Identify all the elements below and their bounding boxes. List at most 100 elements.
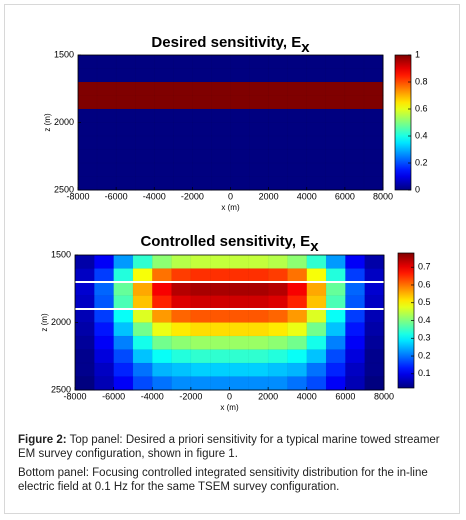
heatmap-cell [248, 268, 269, 283]
heatmap-cell [115, 108, 136, 124]
heatmap-cell [113, 268, 134, 283]
heatmap-cell [173, 149, 193, 164]
caption-bottom: Bottom panel: Focusing controlled integr… [18, 467, 428, 493]
heatmap-cell [268, 162, 289, 178]
heatmap-cell [306, 349, 327, 364]
heatmap-cell [287, 335, 308, 351]
heatmap-cell [134, 176, 155, 191]
heatmap-cell [306, 281, 327, 297]
heatmap-cell [173, 81, 193, 97]
heatmap-cell [267, 295, 289, 310]
heatmap-cell [96, 95, 117, 110]
x-tick-label: -8000 [66, 191, 89, 201]
heatmap-cell [211, 176, 232, 191]
heatmap-cell [96, 54, 117, 70]
heatmap-cell [287, 54, 308, 70]
heatmap-cell [325, 162, 346, 178]
heatmap-cell [96, 149, 117, 164]
x-tick-label: 4000 [297, 391, 317, 401]
heatmap-cell [325, 322, 346, 337]
y-tick-label: 2500 [54, 184, 74, 194]
heatmap-cell [192, 68, 213, 83]
heatmap-cell [152, 308, 173, 324]
heatmap-cell [230, 68, 251, 83]
colorbar-tick-label: 0.6 [415, 103, 428, 113]
heatmap-cell [364, 254, 385, 270]
heatmap-cell [154, 176, 174, 191]
heatmap-cell [306, 95, 327, 110]
heatmap-cell [96, 135, 117, 151]
heatmap-cell [171, 281, 192, 297]
heatmap-cell [230, 122, 251, 137]
heatmap-cell [113, 335, 134, 351]
heatmap-cell [211, 54, 232, 70]
heatmap-cell [287, 135, 308, 151]
heatmap-cell [134, 135, 155, 151]
heatmap-cell [363, 162, 384, 178]
heatmap-cell [134, 149, 155, 164]
colorbar-tick-label: 0 [415, 184, 420, 194]
colorbar-tick-label: 0.4 [418, 315, 431, 325]
x-tick-label: -8000 [63, 391, 86, 401]
heatmap-cell [154, 95, 174, 110]
heatmap-cell [134, 95, 155, 110]
heatmap-cell [192, 122, 213, 137]
heatmap-cell [74, 349, 95, 364]
heatmap-cell [171, 308, 192, 324]
heatmap-cell [113, 349, 134, 364]
heatmap-cell [287, 95, 308, 110]
heatmap-cell [229, 322, 250, 337]
heatmap-cell [152, 335, 173, 351]
heatmap-cell [113, 281, 134, 297]
heatmap-cell [94, 362, 115, 378]
heatmap-cell [364, 308, 385, 324]
heatmap-cell [209, 254, 231, 270]
heatmap-cell [192, 149, 213, 164]
heatmap-cell [230, 81, 251, 97]
caption-label: Figure 2: [18, 434, 67, 446]
heatmap-cell [306, 162, 327, 178]
heatmap-cell [173, 54, 193, 70]
heatmap-cell [363, 176, 384, 191]
colorbar-tick-label: 0.4 [415, 130, 428, 140]
x-tick-label: -6000 [102, 391, 125, 401]
heatmap-cell [344, 108, 365, 124]
heatmap-cell [77, 108, 98, 124]
heatmap-cell [171, 335, 192, 351]
heatmap-cell [325, 268, 346, 283]
heatmap-cell [94, 308, 115, 324]
heatmap-cell [96, 81, 117, 97]
heatmap-cell [267, 376, 289, 391]
title-text: Controlled sensitivity, E [140, 233, 310, 250]
heatmap-cell [132, 281, 153, 297]
heatmap-cell [287, 81, 308, 97]
heatmap-cell [364, 295, 385, 310]
heatmap-cell [77, 135, 98, 151]
heatmap-cell [325, 349, 346, 364]
heatmap-cell [173, 162, 193, 178]
heatmap-cell [325, 108, 346, 124]
heatmap-cell [229, 335, 250, 351]
heatmap-cell [306, 362, 327, 378]
heatmap-cell [211, 68, 232, 83]
heatmap-cell [306, 54, 327, 70]
heatmap-cell [230, 54, 251, 70]
colorbar-tick-label: 0.5 [418, 297, 431, 307]
heatmap-cell [306, 322, 327, 337]
heatmap-cell [344, 68, 365, 83]
heatmap-cell [325, 176, 346, 191]
heatmap-cell [209, 376, 231, 391]
heatmap-cell [132, 349, 153, 364]
heatmap-cell [306, 81, 327, 97]
heatmap-cell [192, 176, 213, 191]
heatmap-cell [345, 281, 366, 297]
heatmap-cell [287, 122, 308, 137]
heatmap-cell [287, 162, 308, 178]
heatmap-cell [363, 149, 384, 164]
colorbar-tick-label: 0.1 [418, 368, 431, 378]
y-tick-label: 1500 [54, 49, 74, 59]
heatmap-cell [344, 54, 365, 70]
heatmap-cell [249, 162, 270, 178]
heatmap-cell [190, 268, 211, 283]
heatmap-cell [230, 162, 251, 178]
